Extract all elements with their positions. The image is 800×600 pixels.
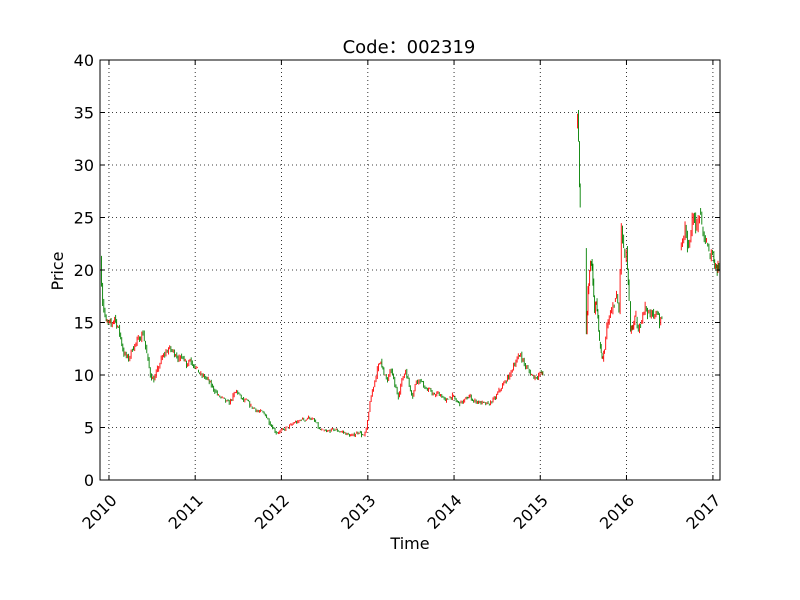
y-axis-title: Price [48,251,67,290]
y-tick-label: 30 [74,156,94,175]
price-segment [680,208,720,276]
price-segment [577,109,581,208]
x-tick-label: 2015 [510,491,552,533]
y-tick-label: 40 [74,51,94,70]
x-axis: 2010 2011 2012 2013 2014 2015 2016 2017 [78,60,725,533]
y-tick-label: 5 [84,419,94,438]
price-segment [585,223,663,362]
x-tick-label: 2010 [78,491,120,533]
price-segment [101,255,544,438]
x-tick-label: 2012 [251,491,293,533]
y-tick-label: 25 [74,209,94,228]
chart-title: Code：002319 [343,37,476,58]
y-axis: 0 5 10 15 20 25 30 35 40 [74,51,720,490]
x-tick-label: 2011 [165,491,207,533]
grid [100,60,720,480]
y-tick-label: 10 [74,366,94,385]
x-tick-label: 2016 [596,491,638,533]
x-tick-label: 2013 [337,491,379,533]
y-tick-label: 0 [84,471,94,490]
y-tick-label: 20 [74,261,94,280]
y-tick-label: 35 [74,104,94,123]
y-tick-label: 15 [74,314,94,333]
x-axis-title: Time [389,534,429,553]
x-tick-label: 2014 [423,491,465,533]
x-tick-label: 2017 [682,491,724,533]
